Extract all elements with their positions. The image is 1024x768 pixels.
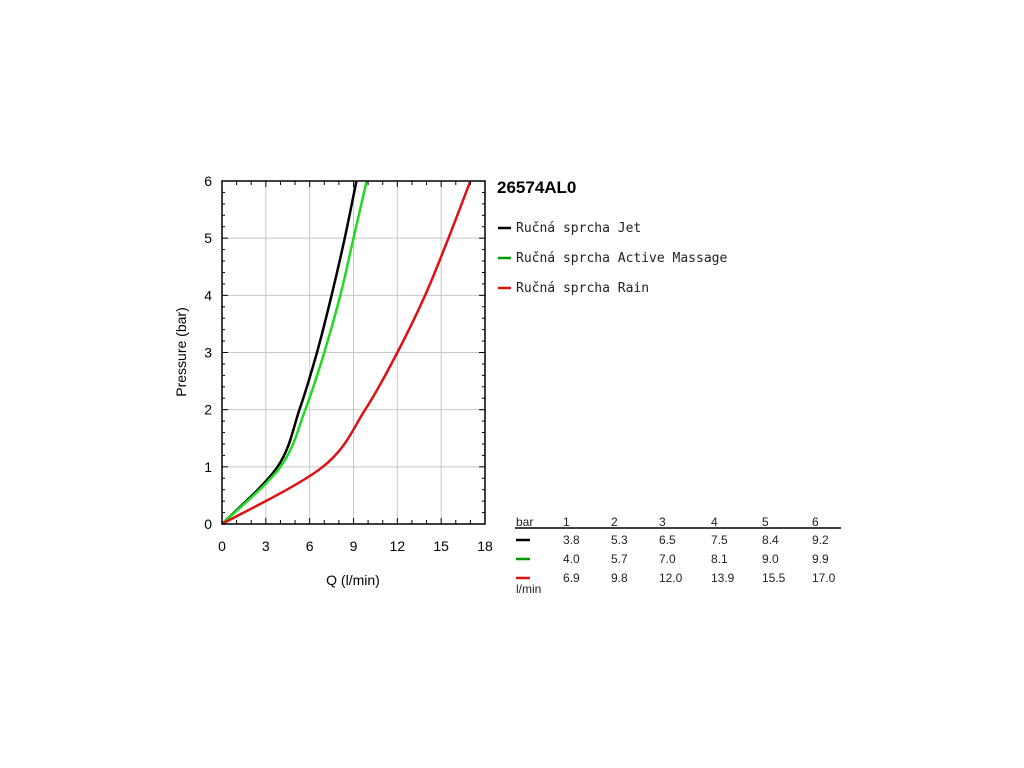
y-tick-label: 1 <box>204 459 212 475</box>
series-line-1 <box>221 180 358 525</box>
table-cell: 9.9 <box>812 552 829 566</box>
table-column-header: 2 <box>611 515 618 529</box>
chart-title: 26574AL0 <box>497 178 576 197</box>
table-cell: 15.5 <box>762 571 786 585</box>
table-cell: 6.9 <box>563 571 580 585</box>
x-tick-label: 3 <box>262 538 270 554</box>
y-tick-label: 6 <box>204 173 212 189</box>
y-tick-label: 5 <box>204 230 212 246</box>
x-tick-label: 9 <box>350 538 358 554</box>
axis-ticks <box>221 180 486 525</box>
table-unit-label: l/min <box>516 582 541 596</box>
table-cell: 5.3 <box>611 533 628 547</box>
y-axis-label: Pressure (bar) <box>173 307 189 396</box>
y-tick-label: 0 <box>204 516 212 532</box>
grid <box>222 181 485 524</box>
table-cell: 13.9 <box>711 571 735 585</box>
x-tick-label: 6 <box>306 538 314 554</box>
table-column-header: 1 <box>563 515 570 529</box>
legend-label-2: Ručná sprcha Active Massage <box>516 251 727 266</box>
table-cell: 7.5 <box>711 533 728 547</box>
table-cell: 8.1 <box>711 552 728 566</box>
table-cell: 17.0 <box>812 571 836 585</box>
table-cell: 12.0 <box>659 571 683 585</box>
x-tick-label: 12 <box>390 538 406 554</box>
x-tick-label: 15 <box>433 538 449 554</box>
table-column-header: 6 <box>812 515 819 529</box>
x-tick-label: 18 <box>477 538 493 554</box>
legend-label-1: Ručná sprcha Jet <box>516 221 641 236</box>
legend: Ručná sprcha Jet Ručná sprcha Active Mass… <box>498 221 727 296</box>
x-axis-label: Q (l/min) <box>326 572 380 588</box>
table-cell: 9.8 <box>611 571 628 585</box>
table-header-label: bar <box>516 515 533 529</box>
table-cell: 5.7 <box>611 552 628 566</box>
table-cell: 9.0 <box>762 552 779 566</box>
table-cell: 8.4 <box>762 533 779 547</box>
table-column-header: 5 <box>762 515 769 529</box>
series-lines <box>221 180 472 526</box>
table-cell: 6.5 <box>659 533 676 547</box>
legend-label-3: Ručná sprcha Rain <box>516 281 649 296</box>
table-cell: 9.2 <box>812 533 829 547</box>
series-line-2 <box>221 180 368 525</box>
table-cell: 4.0 <box>563 552 580 566</box>
y-tick-label: 3 <box>204 345 212 361</box>
table-cell: 3.8 <box>563 533 580 547</box>
x-tick-label: 0 <box>218 538 226 554</box>
series-line-3 <box>221 180 472 526</box>
data-table: bar 1 2 3 4 5 6 3.8 5.3 6.5 7.5 8.4 9.2 4.0 5.7 7.0 8.1 9… <box>515 515 841 596</box>
y-tick-label: 2 <box>204 402 212 418</box>
y-tick-label: 4 <box>204 287 212 303</box>
table-cell: 7.0 <box>659 552 676 566</box>
table-column-header: 4 <box>711 515 718 529</box>
table-column-header: 3 <box>659 515 666 529</box>
